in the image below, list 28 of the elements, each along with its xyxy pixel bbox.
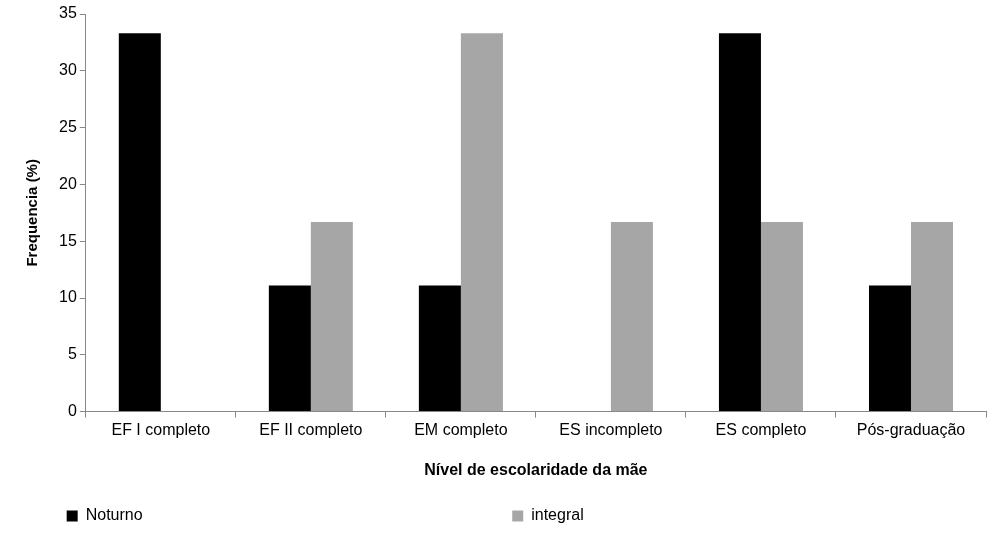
y-axis-title: Frequencia (%) — [23, 159, 41, 267]
x-tick-label: EF I completo — [111, 420, 211, 438]
bar — [910, 221, 953, 412]
bar — [610, 221, 653, 412]
x-tick-label: Pós-graduação — [856, 420, 966, 438]
bar — [460, 33, 503, 412]
bar — [760, 221, 803, 412]
y-tick-label: 15 — [59, 231, 77, 249]
y-tick-label: 0 — [67, 402, 77, 420]
x-tick-label: ES incompleto — [559, 420, 663, 438]
bar — [418, 285, 461, 412]
bar — [118, 33, 161, 412]
y-tick-label: 5 — [67, 345, 77, 363]
y-tick-label: 35 — [59, 4, 77, 22]
x-tick-label: ES completo — [715, 420, 807, 438]
legend-label: Noturno — [85, 506, 499, 524]
y-tick-label: 10 — [59, 288, 77, 306]
bar — [718, 33, 761, 412]
legend-label: integral — [531, 506, 940, 524]
y-tick-label: 20 — [59, 174, 77, 192]
bar — [310, 221, 353, 412]
x-tick-label: EM completo — [414, 420, 508, 438]
bar — [268, 285, 311, 412]
bar — [868, 285, 911, 412]
y-tick-label: 30 — [59, 61, 77, 79]
x-axis-title: Nível de escolaridade da mãe — [424, 460, 648, 478]
x-tick-label: EF II completo — [259, 420, 363, 438]
y-tick-label: 25 — [59, 118, 77, 136]
